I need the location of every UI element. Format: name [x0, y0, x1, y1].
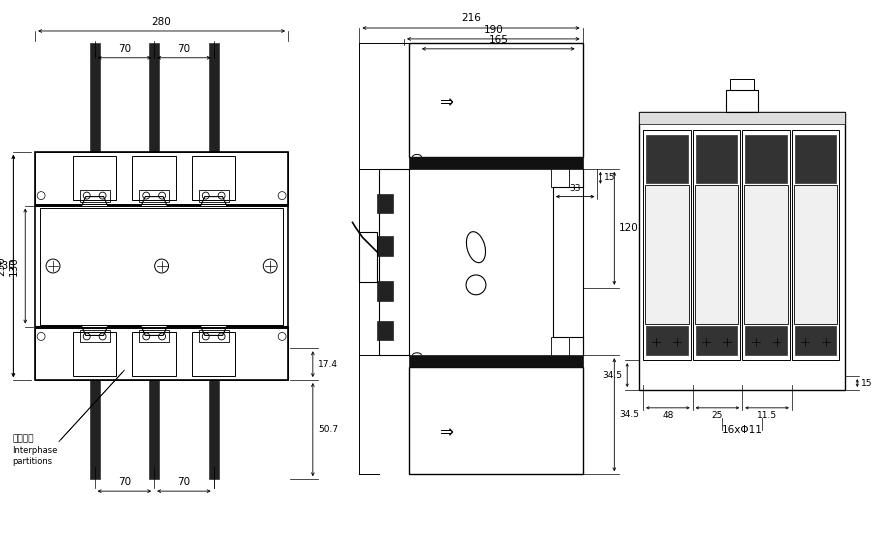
Text: 11.5: 11.5 — [757, 411, 777, 420]
Bar — [551, 167, 568, 187]
Bar — [73, 332, 117, 376]
Text: 165: 165 — [488, 35, 508, 45]
Bar — [359, 232, 377, 282]
Text: 120: 120 — [619, 224, 639, 233]
Bar — [133, 156, 176, 199]
Text: Interphase: Interphase — [12, 446, 58, 456]
Bar — [149, 380, 159, 479]
Bar — [35, 329, 288, 380]
Text: ⇒: ⇒ — [438, 423, 453, 442]
Bar — [646, 325, 688, 355]
Text: 15: 15 — [862, 378, 873, 388]
Bar — [742, 130, 789, 360]
Text: 216: 216 — [461, 13, 481, 23]
Bar — [73, 156, 117, 199]
Bar — [409, 157, 583, 169]
Text: 70: 70 — [118, 477, 131, 487]
Bar — [639, 113, 846, 124]
Bar — [643, 130, 691, 360]
Text: 130: 130 — [8, 256, 19, 276]
Text: 34.5: 34.5 — [602, 370, 622, 379]
Text: ⇒: ⇒ — [438, 93, 453, 111]
Text: 34.5: 34.5 — [619, 410, 639, 419]
Bar — [80, 190, 110, 202]
Bar — [80, 331, 110, 343]
Text: 25: 25 — [712, 411, 723, 420]
Bar — [377, 193, 393, 213]
Text: 50.7: 50.7 — [318, 425, 338, 434]
Bar — [35, 152, 288, 380]
Text: partitions: partitions — [12, 457, 53, 466]
Bar — [199, 331, 229, 343]
Bar — [133, 332, 176, 376]
Bar — [696, 325, 737, 355]
Text: 70: 70 — [177, 477, 191, 487]
Bar — [695, 185, 739, 324]
Bar — [208, 43, 218, 152]
Bar — [551, 338, 568, 358]
Bar — [208, 380, 218, 479]
Bar — [692, 130, 740, 360]
Bar — [35, 152, 288, 204]
Bar — [409, 355, 583, 367]
Bar — [409, 43, 583, 157]
Text: 15: 15 — [604, 173, 616, 182]
Bar — [40, 207, 283, 324]
Bar — [639, 113, 846, 390]
Bar — [731, 79, 754, 91]
Bar — [90, 380, 100, 479]
Text: 17.4: 17.4 — [318, 360, 338, 369]
Bar — [192, 332, 235, 376]
Text: 16xΦ11: 16xΦ11 — [722, 425, 763, 435]
Bar — [377, 236, 393, 256]
Text: 48: 48 — [662, 411, 674, 420]
Bar — [645, 185, 689, 324]
Text: 230: 230 — [0, 256, 6, 276]
Bar — [745, 135, 787, 183]
Text: 70: 70 — [177, 44, 191, 54]
Text: 70: 70 — [118, 44, 131, 54]
Text: 230: 230 — [0, 261, 15, 271]
Bar — [139, 331, 169, 343]
Bar — [745, 325, 787, 355]
Bar — [795, 325, 837, 355]
Bar — [795, 135, 837, 183]
Bar — [409, 367, 583, 474]
Bar — [139, 190, 169, 202]
Bar — [744, 185, 788, 324]
Text: 280: 280 — [151, 17, 171, 27]
Bar — [377, 321, 393, 340]
Text: 190: 190 — [484, 25, 503, 35]
Text: 33: 33 — [569, 184, 581, 192]
Bar — [792, 130, 839, 360]
Bar — [90, 43, 100, 152]
Bar — [696, 135, 737, 183]
Bar — [192, 156, 235, 199]
Bar — [199, 190, 229, 202]
Bar — [726, 91, 758, 113]
Bar — [149, 43, 159, 152]
Bar — [377, 281, 393, 301]
Text: 相间隔板: 相间隔板 — [12, 435, 34, 444]
Bar — [794, 185, 838, 324]
Bar — [646, 135, 688, 183]
